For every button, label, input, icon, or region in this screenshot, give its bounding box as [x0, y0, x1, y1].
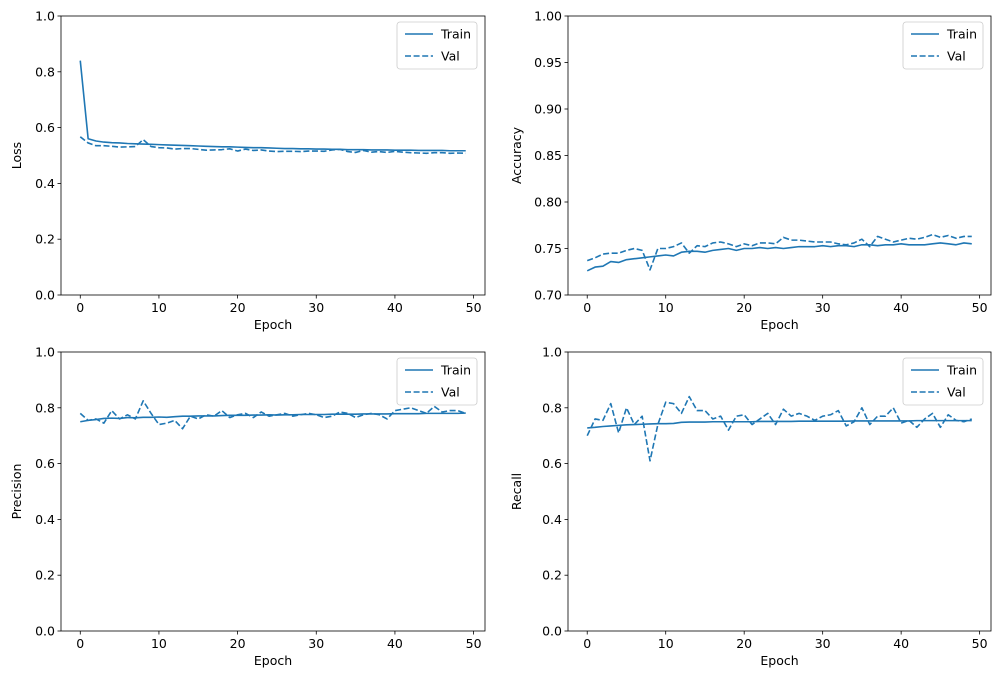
precision-ytick-label: 0.8 — [35, 400, 55, 415]
loss-axes-frame — [60, 15, 486, 296]
precision-xtick-label: 30 — [308, 636, 324, 651]
loss-ytick-label: 0.6 — [35, 120, 55, 135]
accuracy-xtick-label: 50 — [972, 300, 988, 315]
recall-axes-frame — [567, 351, 992, 632]
precision-xtick-label: 10 — [151, 636, 167, 651]
accuracy-ytick-label: 0.70 — [534, 288, 562, 303]
precision-ytick-label: 0.0 — [35, 624, 55, 639]
precision-xtick-label: 20 — [230, 636, 246, 651]
loss-ytick-label: 0.8 — [35, 64, 55, 79]
loss-xtick-label: 0 — [76, 300, 84, 315]
recall-legend-train-label: Train — [946, 363, 977, 378]
recall-ytick-label: 0.0 — [542, 624, 562, 639]
accuracy-legend: Train Val — [902, 21, 984, 70]
recall-ytick-label: 0.6 — [542, 456, 562, 471]
recall-ylabel: Recall — [509, 473, 524, 510]
recall-xlabel: Epoch — [760, 653, 798, 668]
loss-xtick-label: 50 — [466, 300, 482, 315]
recall-val-line — [586, 395, 973, 462]
loss-xtick-label: 30 — [308, 300, 324, 315]
loss-xtick-label: 20 — [230, 300, 246, 315]
recall-xtick-label: 50 — [972, 636, 988, 651]
loss-ytick-label: 1.0 — [35, 9, 55, 24]
loss-xtick-label: 10 — [151, 300, 167, 315]
recall-xtick-label: 20 — [736, 636, 752, 651]
precision-ytick-label: 1.0 — [35, 345, 55, 360]
accuracy-xtick-label: 30 — [815, 300, 831, 315]
accuracy-ylabel: Accuracy — [509, 126, 524, 184]
recall-chart: 0 10 20 30 40 50 0.0 0.2 0.4 0.6 0.8 1.0 Epoch Recall… — [509, 345, 992, 668]
accuracy-legend-train-label: Train — [946, 27, 977, 42]
accuracy-ytick-label: 1.00 — [534, 9, 562, 24]
loss-train-line — [79, 60, 466, 152]
precision-legend: Train Val — [396, 357, 478, 406]
recall-ytick-label: 0.4 — [542, 512, 562, 527]
loss-legend-val-label: Val — [441, 49, 460, 64]
precision-legend-train-label: Train — [440, 363, 471, 378]
accuracy-chart: 0 10 20 30 40 50 0.70 0.75 0.80 0.85 0.90 0.95 1.00 E… — [509, 9, 992, 332]
loss-legend-train-label: Train — [440, 27, 471, 42]
precision-xtick-label: 50 — [466, 636, 482, 651]
loss-ylabel: Loss — [9, 142, 24, 169]
loss-val-line — [79, 136, 466, 155]
accuracy-ytick-label: 0.90 — [534, 102, 562, 117]
accuracy-legend-val-label: Val — [947, 49, 966, 64]
accuracy-val-line — [586, 233, 972, 271]
loss-ytick-label: 0.0 — [35, 288, 55, 303]
precision-train-line — [80, 412, 466, 423]
loss-ytick-label: 0.2 — [35, 232, 55, 247]
loss-chart: 0 10 20 30 40 50 0.0 0.2 0.4 0.6 0.8 1.0 Epoch Loss Tr… — [9, 9, 486, 332]
recall-ytick-label: 0.8 — [542, 400, 562, 415]
precision-ytick-label: 0.6 — [35, 456, 55, 471]
accuracy-ytick-label: 0.95 — [534, 55, 562, 70]
recall-legend: Train Val — [902, 357, 984, 406]
recall-train-line — [587, 419, 972, 429]
loss-ytick-label: 0.4 — [35, 176, 55, 191]
recall-ytick-label: 1.0 — [542, 345, 562, 360]
recall-xtick-label: 40 — [893, 636, 909, 651]
accuracy-train-line — [586, 242, 972, 272]
precision-ytick-label: 0.4 — [35, 512, 55, 527]
accuracy-xlabel: Epoch — [760, 317, 798, 332]
recall-xtick-label: 30 — [815, 636, 831, 651]
loss-xlabel: Epoch — [254, 317, 292, 332]
recall-xtick-label: 0 — [583, 636, 591, 651]
accuracy-xtick-label: 0 — [583, 300, 591, 315]
precision-legend-val-label: Val — [441, 385, 460, 400]
recall-legend-val-label: Val — [947, 385, 966, 400]
precision-xlabel: Epoch — [254, 653, 292, 668]
precision-ytick-label: 0.2 — [35, 568, 55, 583]
accuracy-xtick-label: 40 — [893, 300, 909, 315]
recall-ytick-label: 0.2 — [542, 568, 562, 583]
accuracy-ytick-label: 0.75 — [534, 241, 562, 256]
precision-xtick-label: 40 — [387, 636, 403, 651]
precision-ylabel: Precision — [9, 464, 24, 520]
accuracy-ytick-label: 0.80 — [534, 195, 562, 210]
accuracy-xtick-label: 20 — [736, 300, 752, 315]
precision-axes-frame — [60, 351, 486, 632]
precision-xtick-label: 0 — [76, 636, 84, 651]
precision-chart: 0 10 20 30 40 50 0.0 0.2 0.4 0.6 0.8 1.0 Epoch Precis… — [9, 345, 486, 668]
accuracy-xtick-label: 10 — [658, 300, 674, 315]
loss-legend: Train Val — [396, 21, 478, 70]
accuracy-ytick-label: 0.85 — [534, 148, 562, 163]
recall-xtick-label: 10 — [658, 636, 674, 651]
loss-xtick-label: 40 — [387, 300, 403, 315]
